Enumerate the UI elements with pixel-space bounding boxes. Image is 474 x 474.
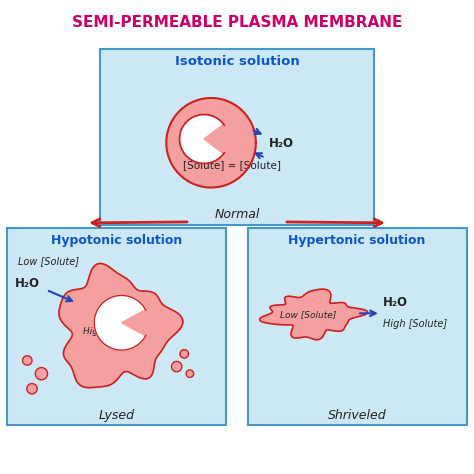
Text: [Solute] = [Solute]: [Solute] = [Solute]: [183, 160, 281, 170]
Bar: [248, 228, 467, 426]
Text: Low [Solute]: Low [Solute]: [280, 310, 336, 319]
Text: Shriveled: Shriveled: [328, 409, 386, 421]
Polygon shape: [94, 295, 149, 350]
Text: Low [Solute]: Low [Solute]: [18, 256, 79, 266]
Text: H₂O: H₂O: [269, 137, 294, 150]
Polygon shape: [260, 289, 367, 340]
Polygon shape: [180, 115, 228, 164]
Polygon shape: [204, 120, 235, 157]
Circle shape: [36, 367, 47, 380]
Text: Isotonic solution: Isotonic solution: [174, 55, 300, 68]
Circle shape: [180, 350, 189, 358]
Text: Lysed: Lysed: [99, 409, 134, 421]
Circle shape: [23, 356, 32, 365]
Text: H₂O: H₂O: [383, 296, 408, 310]
Text: SEMI-PERMEABLE PLASMA MEMBRANE: SEMI-PERMEABLE PLASMA MEMBRANE: [72, 15, 402, 30]
Circle shape: [186, 370, 194, 377]
Text: H₂O: H₂O: [15, 277, 40, 290]
Bar: [100, 48, 374, 225]
Text: Normal: Normal: [214, 208, 260, 221]
Polygon shape: [59, 264, 183, 388]
Polygon shape: [166, 98, 256, 188]
Text: Hypertonic solution: Hypertonic solution: [289, 234, 426, 247]
Text: Hypotonic solution: Hypotonic solution: [51, 234, 182, 247]
Circle shape: [27, 383, 37, 394]
Text: High [Solute]: High [Solute]: [383, 319, 447, 329]
Polygon shape: [121, 308, 154, 338]
Text: High [Solute]: High [Solute]: [82, 327, 142, 336]
Circle shape: [172, 361, 182, 372]
Bar: [7, 228, 226, 426]
